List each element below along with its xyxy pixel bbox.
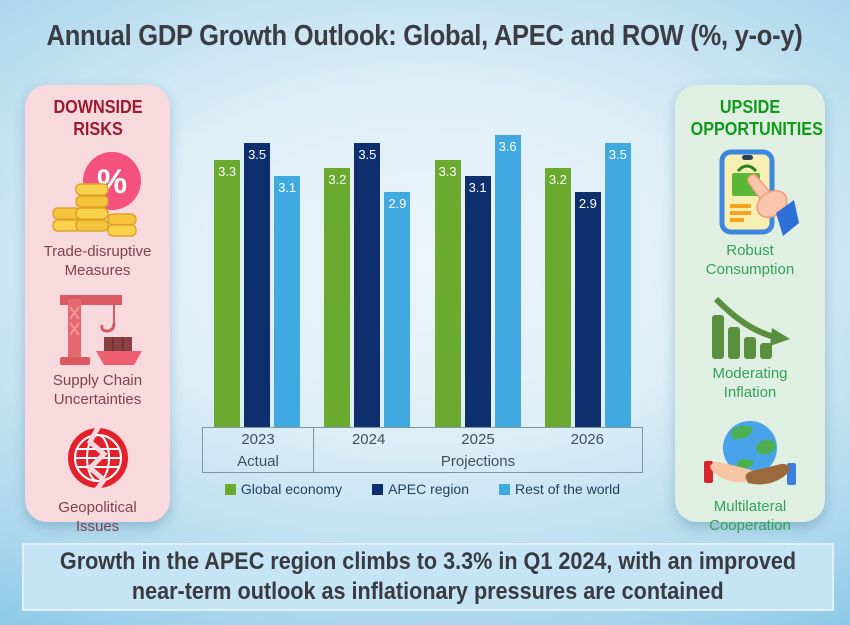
legend-swatch-rest-of-world [499,483,511,495]
declining-bars-icon [708,295,792,361]
bar-apec-region-2024: 3.5 [354,143,381,427]
legend-item-rest-of-world: Rest of the world [499,481,620,497]
bar-value-label: 3.1 [278,180,297,195]
opportunity-item-consumption: Robust Consumption [690,149,810,280]
globe-hands-icon [702,417,798,495]
bar-group-2024: 3.2 3.5 2.9 [312,127,422,427]
bar-value-label: 3.5 [608,147,627,162]
chart-axis-table: 2023 Actual 2024 2025 2026 Projections [202,427,643,473]
legend-label-global-economy: Global economy [240,481,343,497]
bar-value-label: 3.3 [218,164,237,179]
summary-line-1: Growth in the APEC region climbs to 3.3%… [59,548,797,575]
risk-item-supply: Supply Chain Uncertainties [38,293,158,410]
bar-apec-region-2025: 3.1 [464,176,491,427]
legend-item-global-economy: Global economy [224,481,343,497]
upside-opportunities-heading: UPSIDE OPPORTUNITIES [690,97,823,139]
summary-line-2: near-term outlook as inflationary pressu… [132,578,724,605]
bar-value-label: 2.9 [578,196,597,211]
bar-value-label: 3.1 [468,180,487,195]
opportunity-label-inflation: Moderating Inflation [712,365,788,402]
axis-years-row: 2024 2025 2026 [314,428,642,450]
opportunity-label-cooperation: Multilateral Cooperation [709,497,791,534]
legend-swatch-apec-region [372,483,384,495]
risk-label-geopolitical: Geopolitical Issues [58,498,137,535]
bar-rest-of-the-world-2025: 3.6 [494,135,521,427]
legend-label-rest-of-world: Rest of the world [515,481,621,497]
bar-group-2025: 3.3 3.1 3.6 [423,127,533,427]
opportunity-item-cooperation: Multilateral Cooperation [690,417,810,536]
bar-global-economy-2026: 3.2 [544,168,571,427]
axis-year-2024: 2024 [351,430,386,448]
risk-item-trade: % Trade-disruptive Measures [38,151,158,281]
cracked-globe-icon [62,422,134,495]
upside-opportunities-panel: UPSIDE OPPORTUNITIES [675,85,825,534]
opportunity-label-consumption: Robust Consumption [705,241,795,278]
bar-global-economy-2024: 3.2 [324,168,351,427]
crane-ship-icon [52,293,144,367]
bar-value-label: 3.6 [498,139,517,154]
axis-period-projections: Projections [440,452,516,470]
axis-year-2025: 2025 [461,430,495,448]
legend-item-apec-region: APEC region [372,481,469,497]
bar-value-label: 2.9 [388,196,407,211]
summary-banner: Growth in the APEC region climbs to 3.3%… [22,543,834,611]
bar-global-economy-2023: 3.3 [214,160,241,427]
bar-global-economy-2025: 3.3 [434,160,461,427]
legend-label-apec-region: APEC region [388,481,470,497]
downside-risks-panel: DOWNSIDE RISKS % [25,85,170,535]
risk-label-supply: Supply Chain Uncertainties [52,372,143,409]
risk-item-geopolitical: Geopolitical Issues [38,422,158,537]
title-row: Annual GDP Growth Outlook: Global, APEC … [0,20,850,53]
bar-value-label: 3.5 [358,147,377,162]
axis-column-actual: 2023 Actual [203,428,314,472]
bar-group-2023: 3.3 3.5 3.1 [202,127,312,427]
axis-year-2026: 2026 [570,430,604,448]
bar-apec-region-2026: 2.9 [574,192,601,427]
bar-rest-of-the-world-2024: 2.9 [384,192,411,427]
chart-legend: Global economy APEC region Rest of the w… [202,481,643,497]
axis-column-projections: 2024 2025 2026 Projections [314,428,642,472]
opportunity-item-inflation: Moderating Inflation [690,295,810,403]
percent-coins-icon: % [51,151,144,239]
bar-value-label: 3.2 [328,172,347,187]
bar-value-label: 3.3 [438,164,457,179]
phone-shopping-icon [700,149,800,239]
bar-apec-region-2023: 3.5 [244,143,271,427]
page-title: Annual GDP Growth Outlook: Global, APEC … [47,20,803,52]
bar-value-label: 3.2 [548,172,567,187]
legend-swatch-global-economy [224,483,236,495]
bar-rest-of-the-world-2026: 3.5 [604,143,631,427]
bar-rest-of-the-world-2023: 3.1 [274,176,301,427]
chart-bars: 3.3 3.5 3.1 3.2 3.5 2.9 3.3 3.1 3.6 3.2 2.9 3.5 [202,127,643,427]
axis-period-actual: Actual [237,452,279,470]
axis-year-2023: 2023 [241,430,275,448]
downside-risks-heading: DOWNSIDE RISKS [52,97,143,139]
bar-value-label: 3.5 [248,147,267,162]
risk-label-trade: Trade-disruptive Measures [43,242,152,279]
bar-group-2026: 3.2 2.9 3.5 [533,127,643,427]
